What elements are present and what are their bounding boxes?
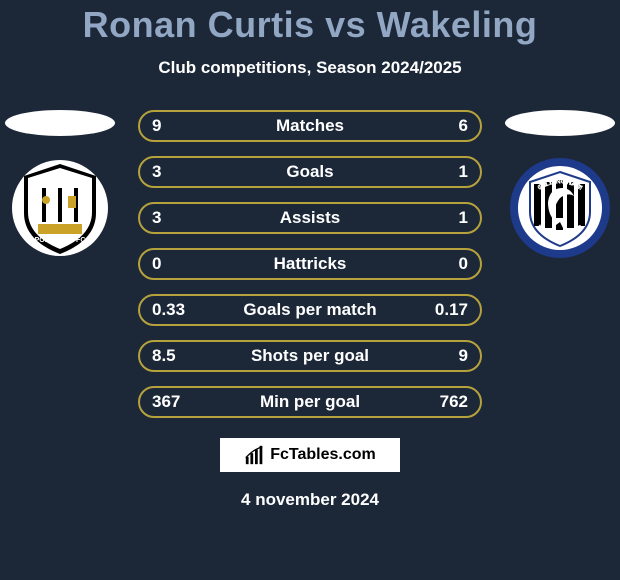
stat-row: 9 Matches 6	[138, 110, 482, 142]
right-player-col: GILLINGHAM GILLINGHAM FOOTBALL CLUB	[500, 110, 620, 258]
footer-date: 4 november 2024	[241, 490, 379, 510]
stat-label: Shots per goal	[200, 346, 420, 366]
comparison-card: Ronan Curtis vs Wakeling Club competitio…	[0, 0, 620, 580]
content-row: PORT VALE FC 9 Matches 6 3 Goals 1 3 Ass…	[0, 110, 620, 418]
stat-left-value: 0	[152, 254, 200, 274]
stat-row: 0 Hattricks 0	[138, 248, 482, 280]
stat-label: Goals	[200, 162, 420, 182]
stat-right-value: 6	[420, 116, 468, 136]
stat-right-value: 0	[420, 254, 468, 274]
brand-text: FcTables.com	[270, 446, 376, 464]
stat-left-value: 0.33	[152, 300, 200, 320]
page-title: Ronan Curtis vs Wakeling	[83, 4, 538, 46]
right-club-crest: GILLINGHAM GILLINGHAM FOOTBALL CLUB	[510, 158, 610, 258]
stat-row: 8.5 Shots per goal 9	[138, 340, 482, 372]
stat-left-value: 3	[152, 208, 200, 228]
left-player-col: PORT VALE FC	[0, 110, 120, 258]
stat-label: Hattricks	[200, 254, 420, 274]
stat-label: Min per goal	[200, 392, 420, 412]
stat-label: Goals per match	[200, 300, 420, 320]
svg-text:PORT VALE FC: PORT VALE FC	[35, 237, 86, 244]
stat-row: 0.33 Goals per match 0.17	[138, 294, 482, 326]
stat-label: Matches	[200, 116, 420, 136]
stat-row: 367 Min per goal 762	[138, 386, 482, 418]
bar-chart-icon	[244, 444, 266, 466]
stat-left-value: 8.5	[152, 346, 200, 366]
stat-right-value: 0.17	[420, 300, 468, 320]
brand-badge: FcTables.com	[220, 438, 400, 472]
stat-row: 3 Goals 1	[138, 156, 482, 188]
stat-right-value: 1	[420, 162, 468, 182]
left-club-crest: PORT VALE FC	[10, 158, 110, 258]
stat-right-value: 762	[420, 392, 468, 412]
stats-column: 9 Matches 6 3 Goals 1 3 Assists 1 0 Hatt…	[138, 110, 482, 418]
stat-row: 3 Assists 1	[138, 202, 482, 234]
stat-left-value: 9	[152, 116, 200, 136]
right-halo-ellipse	[505, 110, 615, 136]
stat-right-value: 9	[420, 346, 468, 366]
stat-left-value: 3	[152, 162, 200, 182]
left-halo-ellipse	[5, 110, 115, 136]
stat-label: Assists	[200, 208, 420, 228]
page-subtitle: Club competitions, Season 2024/2025	[158, 58, 461, 78]
stat-left-value: 367	[152, 392, 200, 412]
stat-right-value: 1	[420, 208, 468, 228]
